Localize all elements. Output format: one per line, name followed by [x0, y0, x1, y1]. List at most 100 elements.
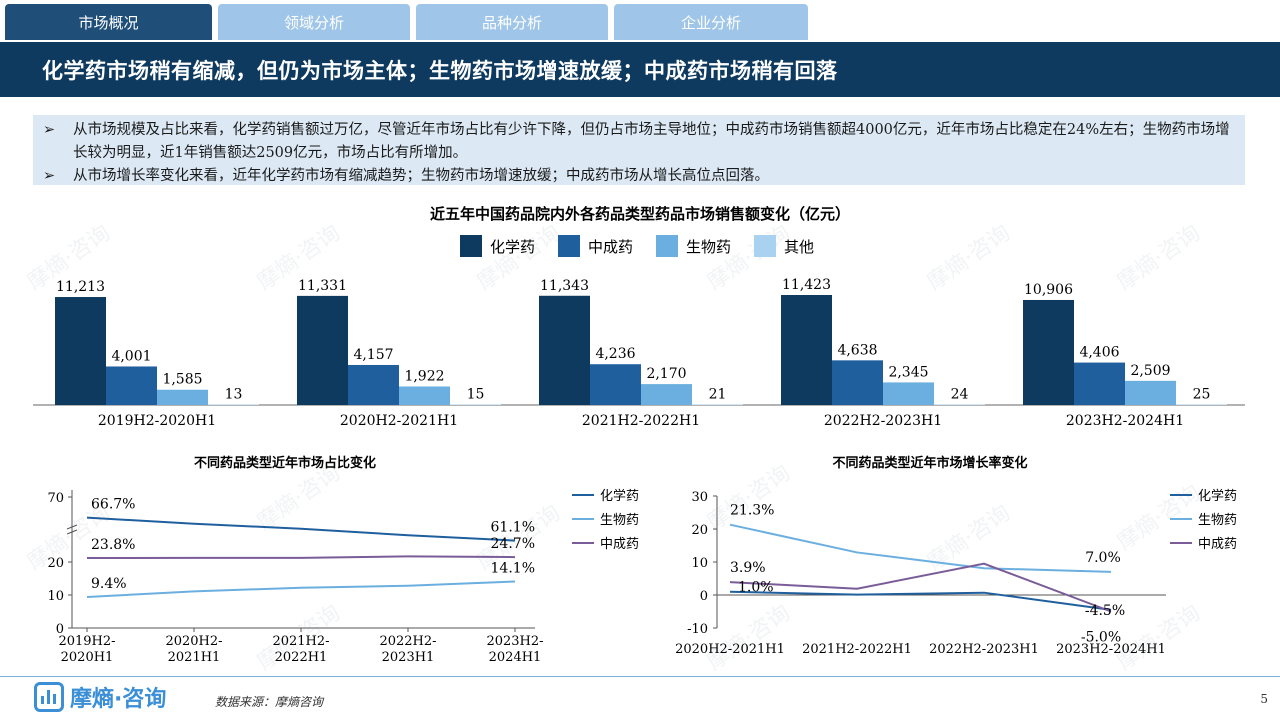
growth-y-tick-label: 10: [691, 556, 708, 571]
bullet-text: 从市场规模及占比来看，化学药销售额过万亿，尽管近年市场占比有少许下降，但仍占市场…: [73, 122, 1230, 161]
growth-data-label: 7.0%: [1085, 550, 1121, 566]
bar-value-label: 15: [467, 387, 485, 403]
bar-category-label: 2021H2-2022H1: [582, 413, 700, 429]
legend-label-1: 中成药: [588, 238, 633, 256]
tab-variety-analysis[interactable]: 品种分析: [416, 4, 608, 40]
bar-2-0: [539, 295, 590, 405]
bar-4-0: [1023, 299, 1074, 405]
share-legend-label-1: 生物药: [600, 513, 639, 528]
bar-value-label: 1,922: [404, 368, 444, 384]
growth-line-2: [729, 562, 1112, 613]
share-x-tick-label: 2021H1: [168, 650, 221, 665]
share-line-1: [86, 580, 516, 598]
logo-text: 摩熵·咨询: [70, 687, 167, 712]
bar-value-label: 2,170: [646, 366, 686, 382]
bar-4-1: [1074, 362, 1125, 405]
growth-legend-label-1: 生物药: [1198, 513, 1237, 528]
bar-value-label: 11,423: [782, 277, 831, 293]
tab-field-analysis[interactable]: 领域分析: [218, 4, 410, 40]
bar-value-label: 4,157: [353, 347, 393, 363]
bar-0-1: [106, 366, 157, 405]
share-x-tick-label: 2022H1: [275, 650, 328, 665]
share-x-tick-label: 2021H2-: [272, 634, 329, 649]
bar-chart-title: 近五年中国药品院内外各药品类型药品市场销售额变化（亿元）: [430, 205, 850, 223]
share-x-tick-label: 2024H1: [489, 650, 542, 665]
legend-swatch-0: [460, 235, 482, 257]
share-x-tick-label: 2020H1: [61, 650, 114, 665]
share-x-tick-label: 2019H2-: [58, 634, 115, 649]
bar-0-2: [157, 389, 208, 405]
growth-data-label: 21.3%: [730, 503, 774, 519]
growth-y-tick-label: 20: [691, 523, 708, 538]
share-line-2: [86, 555, 516, 560]
bar-value-label: 4,236: [595, 346, 635, 362]
growth-legend-label-2: 中成药: [1198, 537, 1237, 552]
arrow-bullet-icon: ➢: [43, 168, 56, 184]
share-x-tick-label: 2023H2-: [486, 634, 543, 649]
bar-chart: 近五年中国药品院内外各药品类型药品市场销售额变化（亿元） 化学药 中成药 生物药 其他 1…: [33, 205, 1245, 429]
share-x-tick-label: 2020H2-: [165, 634, 222, 649]
share-y-tick-label: 0: [56, 622, 64, 637]
legend-swatch-2: [656, 235, 678, 257]
growth-y-tick-label: 0: [700, 589, 708, 604]
bar-value-label: 11,213: [56, 279, 105, 295]
footer-divider: [0, 676, 1280, 677]
bar-0-3: [208, 404, 259, 405]
bar-value-label: 4,638: [837, 342, 877, 358]
share-y-tick-label: 70: [47, 491, 64, 506]
bar-4-3: [1176, 404, 1227, 405]
tab-company-analysis[interactable]: 企业分析: [614, 4, 808, 40]
bar-0-0: [55, 297, 106, 405]
bar-1-2: [399, 386, 450, 405]
bar-4-2: [1125, 380, 1176, 405]
growth-legend-label-0: 化学药: [1198, 488, 1237, 504]
data-source: 数据来源：摩熵咨询: [215, 695, 324, 709]
bar-value-label: 2,509: [1130, 363, 1170, 379]
arrow-bullet-icon: ➢: [43, 122, 56, 138]
legend-label-0: 化学药: [490, 238, 535, 256]
share-y-tick-label: 20: [47, 556, 64, 571]
growth-x-tick-label: 2023H2-2024H1: [1056, 642, 1166, 657]
share-data-label: 14.1%: [491, 560, 535, 576]
legend-label-3: 其他: [784, 238, 814, 256]
bar-category-label: 2019H2-2020H1: [98, 413, 216, 429]
share-legend-label-2: 中成药: [600, 537, 639, 552]
logo: 摩熵·咨询: [34, 681, 166, 713]
page-headline: 化学药市场稍有缩减，但仍为市场主体；生物药市场增速放缓；中成药市场稍有回落: [0, 42, 1280, 97]
bar-category-label: 2020H2-2021H1: [340, 413, 458, 429]
legend-swatch-1: [558, 235, 580, 257]
growth-x-tick-label: 2022H2-2023H1: [929, 642, 1039, 657]
growth-chart-title: 不同药品类型近年市场增长率变化: [832, 455, 1027, 471]
bar-value-label: 24: [951, 387, 969, 403]
bar-category-label: 2022H2-2023H1: [824, 413, 942, 429]
logo-icon: [34, 682, 64, 712]
bar-value-label: 1,585: [162, 372, 202, 388]
nav-tabs: 市场概况 领域分析 品种分析 企业分析: [0, 4, 1280, 40]
share-data-label: 24.7%: [491, 536, 535, 552]
bar-3-2: [883, 382, 934, 405]
growth-data-label: 3.9%: [730, 560, 766, 576]
growth-line-1: [729, 523, 1112, 573]
share-line-chart: 不同药品类型近年市场占比变化 0 10 20 70 2019H2-2020H1 2020H2…: [47, 455, 639, 665]
page-number: 5: [1260, 692, 1268, 706]
bar-2-1: [590, 364, 641, 405]
axis-break-mark: [66, 524, 78, 530]
summary-bullet: ➢ 从市场规模及占比来看，化学药销售额过万亿，尽管近年市场占比有少许下降，但仍占…: [43, 119, 1235, 165]
share-data-label: 66.7%: [91, 497, 135, 513]
bar-3-3: [934, 404, 985, 405]
growth-x-tick-label: 2020H2-2021H1: [675, 642, 785, 657]
growth-line-chart: 不同药品类型近年市场增长率变化 -10 0 10 20 30 2020H2-2021H1 20…: [675, 455, 1237, 657]
legend-swatch-3: [754, 235, 776, 257]
growth-y-tick-label: -10: [687, 622, 708, 637]
summary-bullet: ➢ 从市场增长率变化来看，近年化学药市场有缩减趋势；生物药市场增速放缓；中成药市…: [43, 165, 1235, 188]
share-legend-label-0: 化学药: [600, 488, 639, 504]
share-line-0: [86, 516, 516, 542]
share-data-label: 23.8%: [91, 537, 135, 553]
share-x-tick-label: 2023H1: [382, 650, 435, 665]
bar-2-3: [692, 404, 743, 405]
bar-value-label: 11,343: [540, 278, 589, 294]
tab-market-overview[interactable]: 市场概况: [5, 4, 212, 40]
bar-1-3: [450, 404, 501, 405]
growth-x-tick-label: 2021H2-2022H1: [802, 642, 912, 657]
share-data-label: 9.4%: [91, 576, 127, 592]
